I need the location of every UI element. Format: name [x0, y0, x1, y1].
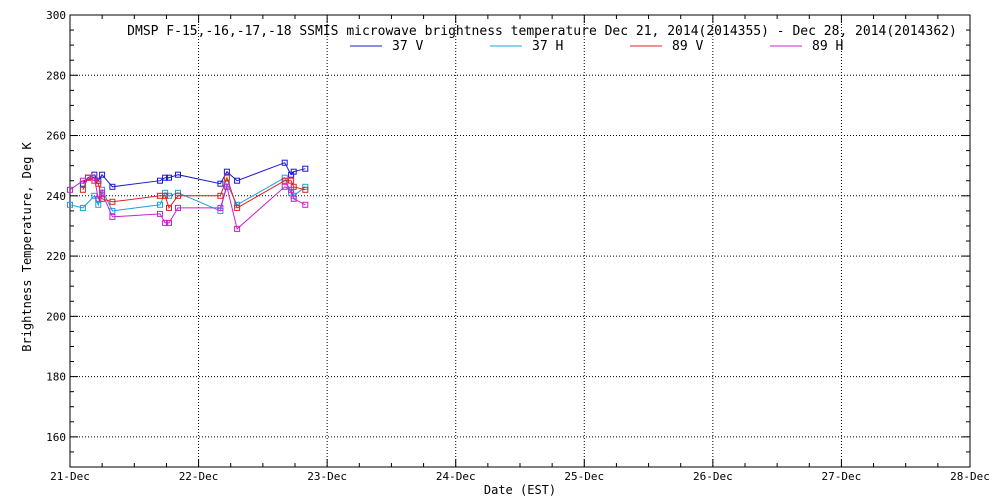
series-line [82, 176, 306, 209]
data-point-marker [302, 186, 309, 193]
y-tick-label: 260 [46, 130, 66, 143]
data-point-marker [234, 177, 241, 184]
data-point-marker [166, 219, 172, 226]
legend-label: 89 V [672, 39, 703, 54]
y-tick-label: 240 [46, 190, 66, 203]
x-tick-label: 26-Dec [693, 470, 733, 483]
data-point-marker [95, 195, 102, 202]
data-point-marker [288, 186, 295, 193]
x-tick-label: 24-Dec [436, 470, 476, 483]
data-point-marker [162, 174, 169, 181]
axes-layer: 21-Dec 22-Dec 23-Dec 24-Dec 25-Dec 26-Dec 27-D… [46, 9, 990, 483]
y-tick-label: 280 [46, 69, 66, 82]
series-line [82, 162, 306, 188]
data-point-marker [234, 225, 241, 232]
data-point-marker [217, 204, 224, 211]
data-point-marker [109, 198, 116, 205]
data-point-marker [162, 192, 169, 199]
data-point-marker [281, 183, 288, 190]
x-tick-label: 21-Dec [50, 470, 90, 483]
data-point-marker [95, 201, 102, 208]
data-point-marker [91, 174, 98, 181]
x-axis-label: Date (EST) [484, 483, 556, 497]
data-point-marker [223, 183, 230, 190]
series-layer [67, 159, 309, 232]
data-point-marker [109, 213, 116, 220]
data-point-marker [166, 204, 172, 211]
data-point-marker [175, 192, 181, 199]
plot-frame [69, 14, 971, 468]
data-point-marker [79, 204, 86, 211]
data-point-marker [99, 171, 106, 178]
data-point-marker [281, 177, 288, 184]
x-tick-label: 22-Dec [179, 470, 219, 483]
data-point-marker [175, 204, 181, 211]
data-point-marker [157, 210, 163, 217]
y-axis-label: Brightness Temperature, Deg K [20, 141, 34, 351]
data-point-marker [302, 201, 309, 208]
data-point-marker [223, 174, 230, 181]
legend-label: 89 H [812, 39, 843, 54]
data-point-marker [234, 204, 241, 211]
data-point-marker [166, 174, 172, 181]
data-point-marker [281, 159, 288, 166]
chart-title: DMSP F-15,-16,-17,-18 SSMIS microwave br… [127, 24, 957, 39]
x-tick-label: 25-Dec [564, 470, 604, 483]
legend: 37 V 37 H 89 V 89 H [350, 39, 843, 54]
data-point-marker [288, 177, 295, 184]
data-point-marker [166, 192, 172, 199]
x-tick-label: 27-Dec [822, 470, 862, 483]
x-tick-label: 28-Dec [950, 470, 990, 483]
series-89-v [79, 174, 309, 211]
data-point-marker [157, 201, 163, 208]
data-point-marker [290, 195, 297, 202]
data-point-marker [109, 183, 116, 190]
data-point-marker [223, 168, 230, 175]
data-point-marker [217, 192, 224, 199]
legend-label: 37 V [392, 39, 423, 54]
grid-layer [70, 15, 970, 467]
y-tick-label: 220 [46, 250, 66, 263]
data-point-marker [217, 180, 224, 187]
y-tick-label: 200 [46, 310, 66, 323]
data-point-marker [79, 177, 86, 184]
series-line [69, 177, 306, 230]
y-tick-label: 160 [46, 431, 66, 444]
series-line [69, 176, 306, 212]
data-point-marker [302, 165, 309, 172]
x-tick-label: 23-Dec [307, 470, 347, 483]
data-point-marker [67, 186, 73, 193]
y-tick-label: 300 [46, 9, 66, 22]
data-point-marker [162, 219, 169, 226]
legend-label: 37 H [532, 39, 563, 54]
y-tick-label: 180 [46, 371, 66, 384]
series-89-h [67, 174, 309, 232]
data-point-marker [67, 201, 73, 208]
series-37-v [79, 159, 309, 190]
data-point-marker [79, 186, 86, 193]
data-point-marker [290, 168, 297, 175]
data-point-marker [175, 171, 181, 178]
data-point-marker [99, 189, 106, 196]
